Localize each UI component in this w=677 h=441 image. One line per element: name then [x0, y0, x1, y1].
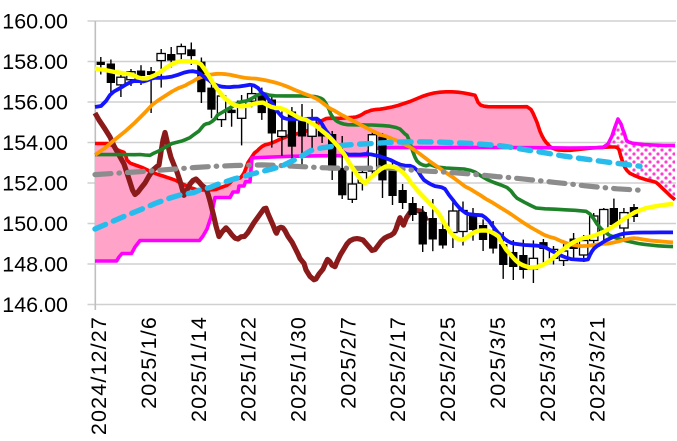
svg-text:2025/1/22: 2025/1/22 [237, 316, 261, 422]
svg-text:2025/1/6: 2025/1/6 [137, 316, 161, 409]
svg-text:2025/3/5: 2025/3/5 [486, 316, 510, 409]
svg-text:152.00: 152.00 [2, 172, 68, 196]
svg-text:146.00: 146.00 [2, 293, 68, 317]
svg-text:154.00: 154.00 [2, 131, 68, 155]
svg-text:2025/2/17: 2025/2/17 [386, 316, 410, 422]
svg-text:156.00: 156.00 [2, 91, 68, 115]
svg-text:2025/3/21: 2025/3/21 [586, 316, 610, 422]
svg-text:2025/2/7: 2025/2/7 [336, 316, 360, 409]
svg-text:148.00: 148.00 [2, 253, 68, 277]
svg-text:2025/2/25: 2025/2/25 [436, 316, 460, 422]
svg-text:150.00: 150.00 [2, 212, 68, 236]
svg-text:2024/12/27: 2024/12/27 [87, 316, 111, 435]
svg-text:2025/1/14: 2025/1/14 [187, 316, 211, 422]
svg-text:158.00: 158.00 [2, 50, 68, 74]
svg-text:160.00: 160.00 [2, 10, 68, 34]
svg-text:2025/1/30: 2025/1/30 [287, 316, 311, 422]
svg-text:2025/3/13: 2025/3/13 [536, 316, 560, 422]
